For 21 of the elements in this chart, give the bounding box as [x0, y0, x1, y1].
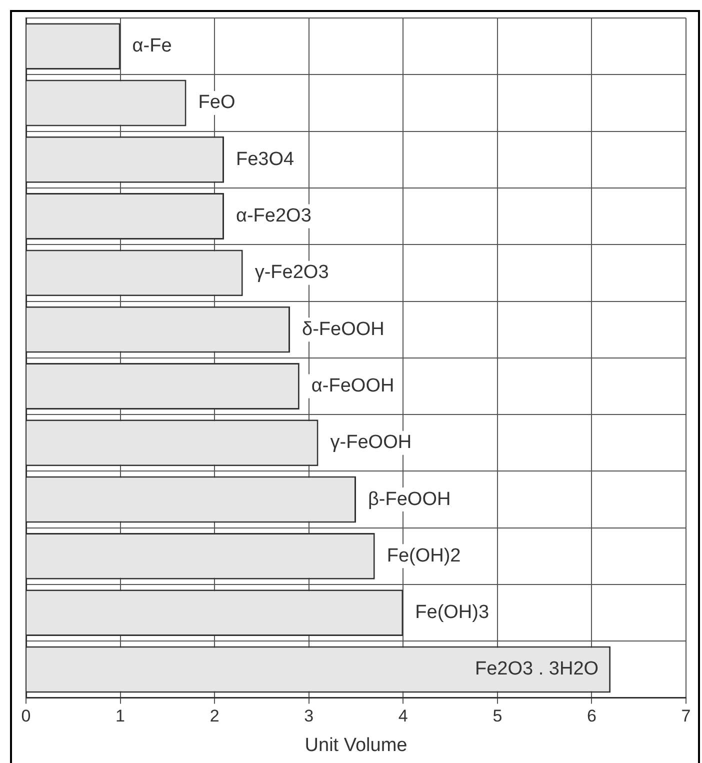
x-tick-label: 3 — [304, 706, 314, 726]
x-tick-label: 1 — [116, 706, 126, 726]
x-tick-label: 6 — [586, 706, 596, 726]
y-tick-label: Fe3O4 — [236, 148, 295, 170]
x-tick-label: 5 — [492, 706, 502, 726]
y-tick-label: Fe(OH)3 — [415, 602, 490, 624]
y-tick-label: FeO — [198, 92, 236, 114]
y-tick-label: α-Fe — [132, 36, 172, 57]
x-tick-label: 4 — [398, 706, 408, 726]
y-tick-label: γ-Fe2O3 — [254, 262, 329, 284]
y-tick-label: β-FeOOH — [368, 488, 451, 510]
y-tick-label: δ-FeOOH — [302, 318, 384, 340]
x-tick-label: 0 — [21, 706, 31, 726]
y-tick-label: Fe(OH)2 — [386, 545, 461, 566]
x-tick-label: 7 — [681, 706, 691, 726]
y-tick-label: α-Fe2O3 — [236, 206, 312, 227]
x-axis-title: Unit Volume — [304, 734, 408, 756]
y-tick-label: Fe2O3 . 3H2O — [475, 658, 599, 680]
y-tick-label: α-FeOOH — [311, 375, 394, 396]
x-tick-label: 2 — [210, 706, 220, 726]
y-tick-label: γ-FeOOH — [330, 432, 412, 454]
